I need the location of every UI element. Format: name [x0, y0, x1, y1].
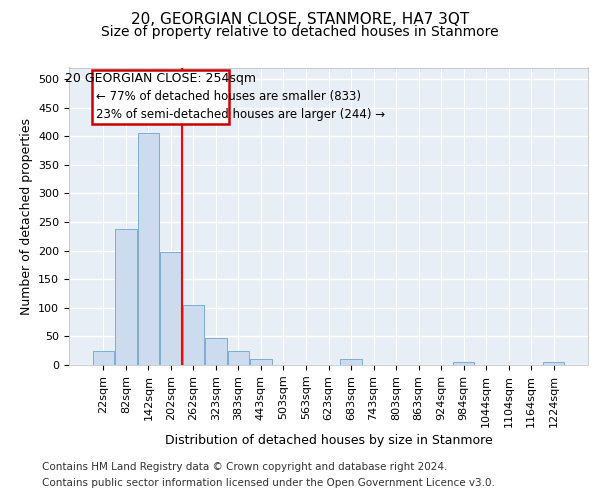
FancyBboxPatch shape	[92, 70, 229, 124]
X-axis label: Distribution of detached houses by size in Stanmore: Distribution of detached houses by size …	[164, 434, 493, 447]
Bar	[182, 305, 204, 365]
Text: Contains HM Land Registry data © Crown copyright and database right 2024.: Contains HM Land Registry data © Crown c…	[42, 462, 448, 472]
Text: ← 77% of detached houses are smaller (833): ← 77% of detached houses are smaller (83…	[96, 90, 361, 104]
Bar	[543, 362, 565, 365]
Text: Size of property relative to detached houses in Stanmore: Size of property relative to detached ho…	[101, 25, 499, 39]
Bar	[250, 360, 272, 365]
Y-axis label: Number of detached properties: Number of detached properties	[20, 118, 32, 315]
Bar	[205, 338, 227, 365]
Bar	[115, 230, 137, 365]
Bar	[340, 360, 362, 365]
Text: 20 GEORGIAN CLOSE: 254sqm: 20 GEORGIAN CLOSE: 254sqm	[65, 72, 256, 85]
Bar	[453, 362, 475, 365]
Bar	[160, 252, 182, 365]
Bar	[92, 350, 114, 365]
Text: 23% of semi-detached houses are larger (244) →: 23% of semi-detached houses are larger (…	[96, 108, 385, 121]
Bar	[228, 350, 249, 365]
Text: 20, GEORGIAN CLOSE, STANMORE, HA7 3QT: 20, GEORGIAN CLOSE, STANMORE, HA7 3QT	[131, 12, 469, 28]
Text: Contains public sector information licensed under the Open Government Licence v3: Contains public sector information licen…	[42, 478, 495, 488]
Bar	[137, 134, 159, 365]
